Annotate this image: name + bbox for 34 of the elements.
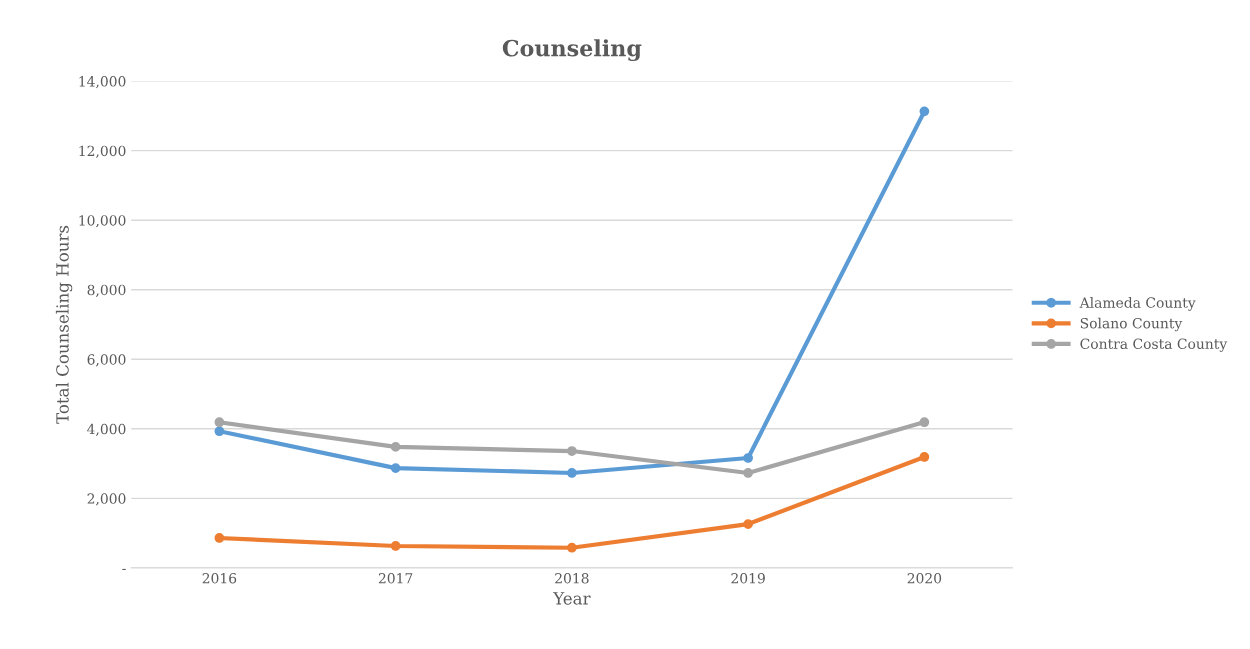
y-tick-label: 8,000 bbox=[87, 284, 126, 297]
y-axis-title: Total Counseling Hours bbox=[55, 225, 73, 424]
y-tick-label: 6,000 bbox=[87, 354, 126, 367]
point bbox=[567, 446, 577, 456]
point bbox=[567, 468, 577, 478]
x-tick-label: 2017 bbox=[378, 572, 413, 584]
chart-title: Counseling bbox=[502, 39, 642, 62]
legend-label: Alameda County bbox=[1079, 297, 1196, 311]
y-tick-label: 4,000 bbox=[87, 423, 126, 436]
point bbox=[390, 541, 401, 551]
point bbox=[743, 468, 753, 478]
point bbox=[743, 453, 753, 463]
x-tick-label: 2016 bbox=[202, 572, 237, 584]
point bbox=[567, 542, 577, 553]
x-tick-label: 2018 bbox=[555, 572, 589, 584]
point bbox=[919, 106, 930, 117]
x-tick-label: 2019 bbox=[731, 572, 765, 584]
x-tick-label: 2020 bbox=[907, 572, 942, 584]
point bbox=[214, 417, 225, 428]
legend-label: Solano County bbox=[1080, 317, 1183, 332]
y-tick-label: 10,000 bbox=[79, 215, 126, 228]
point bbox=[214, 533, 225, 543]
legend-label: Contra Costa County bbox=[1080, 338, 1228, 352]
y-tick-label: 14,000 bbox=[79, 76, 126, 89]
point bbox=[919, 452, 930, 462]
y-tick-label: - bbox=[122, 568, 126, 570]
y-tick-label: 2,000 bbox=[87, 493, 126, 506]
y-tick-label: 12,000 bbox=[79, 145, 126, 158]
point bbox=[919, 417, 930, 428]
x-axis-title: Year bbox=[553, 592, 591, 605]
point bbox=[743, 519, 753, 529]
point bbox=[390, 442, 401, 452]
point bbox=[390, 463, 401, 473]
point bbox=[214, 426, 225, 437]
